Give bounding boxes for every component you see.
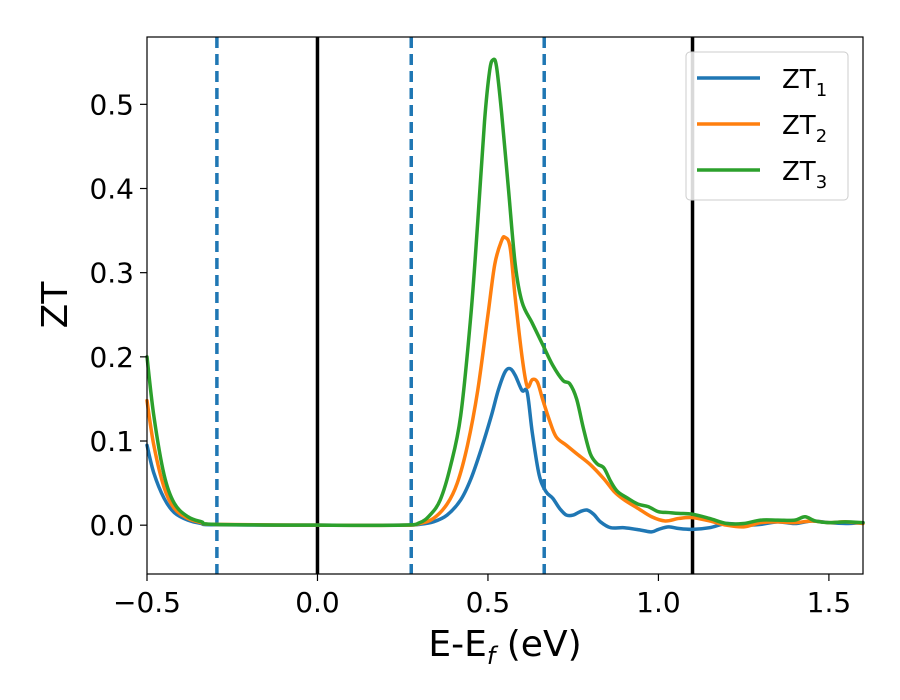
x-axis: −0.5 0.0 0.5 1.0 1.5 [113,574,851,619]
x-tick-label: 1.5 [807,586,852,619]
y-tick-label: 0.2 [89,341,134,374]
series-line-zt2 [145,234,865,529]
y-tick-label: 0.1 [89,425,134,458]
x-tick-label: 1.0 [636,586,681,619]
legend-entry-zt2: ZT2 [697,111,827,147]
y-tick-label: 0.5 [89,88,134,121]
legend: ZT1 ZT2 ZT3 [685,51,849,201]
legend-entry-zt3: ZT3 [697,157,827,193]
plot-frame [146,36,864,575]
x-axis-title: E-Ef (eV) [428,624,581,670]
y-tick-label: 0.3 [89,257,134,290]
series-layer [145,57,865,534]
x-axis-title-main: E-E [428,624,486,665]
legend-label-zt3: ZT3 [782,157,827,193]
x-tick-label: 0.5 [466,586,511,619]
y-axis-title: ZT [35,281,76,329]
series-line-zt3 [145,57,865,528]
legend-box [685,51,849,201]
series-line-zt1 [145,366,865,534]
legend-label-zt2: ZT2 [782,111,827,147]
x-tick-label: 0.0 [295,586,340,619]
y-tick-label: 0.4 [89,173,134,206]
x-axis-title-unit: (eV) [495,624,581,665]
legend-label-zt1: ZT1 [782,65,827,101]
legend-entry-zt1: ZT1 [697,65,827,101]
y-axis: 0.0 0.1 0.2 0.3 0.4 0.5 [89,88,147,542]
x-tick-label: −0.5 [113,586,181,619]
y-tick-label: 0.0 [89,509,134,542]
